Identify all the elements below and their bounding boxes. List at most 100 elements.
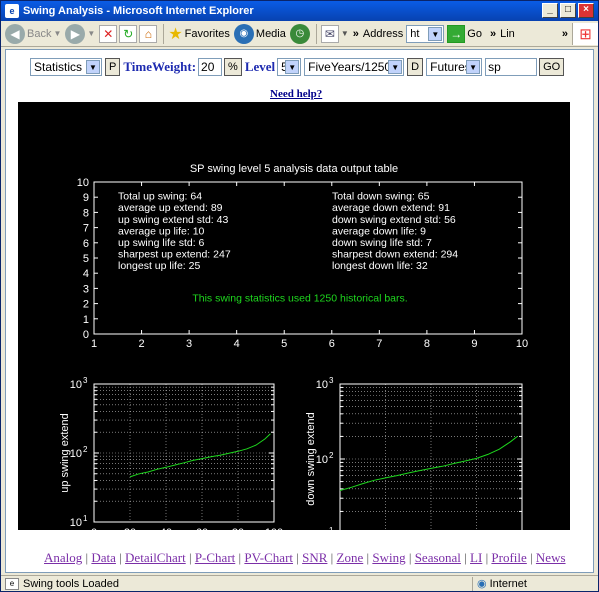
address-label: Address xyxy=(362,27,404,40)
window-title: Swing Analysis - Microsoft Internet Expl… xyxy=(23,5,254,17)
chevron-down-icon: ▼ xyxy=(285,60,300,74)
stat-up-line: longest up life: 25 xyxy=(118,260,200,272)
footer-link-snr[interactable]: SNR xyxy=(302,550,328,565)
need-help-link[interactable]: Need help? xyxy=(270,88,323,100)
mode-select[interactable]: Statistics ▼ xyxy=(30,58,102,76)
back-button[interactable]: ◀ Back ▼ xyxy=(5,23,61,44)
up-ytick-label: 10 xyxy=(70,517,82,529)
footer-link-li[interactable]: LI xyxy=(470,550,483,565)
up-ytick-label: 10 xyxy=(70,448,82,460)
minimize-button[interactable]: _ xyxy=(542,3,558,18)
table-xtick-label: 9 xyxy=(471,338,477,350)
footer-link-pv-chart[interactable]: PV-Chart xyxy=(244,550,294,565)
down-ytick-exponent: 3 xyxy=(329,376,334,385)
footer-link-data[interactable]: Data xyxy=(91,550,116,565)
footer-link-seasonal[interactable]: Seasonal xyxy=(414,550,461,565)
table-ytick-label: 7 xyxy=(83,223,89,235)
back-arrow-icon: ◀ xyxy=(5,23,25,44)
table-ytick-label: 1 xyxy=(83,314,89,326)
mail-button[interactable]: ✉ ▼ xyxy=(320,24,349,43)
toolbar-overflow-icon[interactable]: » xyxy=(561,27,568,40)
footer-link-swing[interactable]: Swing xyxy=(372,550,406,565)
up-ytick-label: 10 xyxy=(70,379,82,391)
address-field[interactable]: ht ▼ xyxy=(406,24,445,43)
table-xtick-label: 6 xyxy=(329,338,335,350)
chevron-down-icon: ▼ xyxy=(86,60,100,74)
analysis-chart: SP swing level 5 analysis data output ta… xyxy=(59,163,531,566)
market-select[interactable]: Futures ▼ xyxy=(426,58,483,76)
forward-arrow-icon: ▶ xyxy=(65,23,86,44)
star-icon: ★ xyxy=(168,25,183,43)
up-xtick-label: 80 xyxy=(232,527,244,530)
up-frame xyxy=(93,383,275,523)
footer-link-p-chart[interactable]: P-Chart xyxy=(194,550,236,565)
table-xtick-label: 10 xyxy=(516,338,528,350)
globe-icon: ◉ xyxy=(477,578,487,590)
symbol-input[interactable]: sp xyxy=(485,58,538,76)
percent-button[interactable]: % xyxy=(224,58,242,76)
browser-toolbar: ◀ Back ▼ ▶ ▼ ✕ ↻ ⌂ ★ Favorites ◉ Media ◷… xyxy=(1,21,598,47)
zone-indicator: ◉ Internet xyxy=(472,576,598,591)
stat-up-line: average up extend: 89 xyxy=(118,202,223,214)
globe-icon: ◉ xyxy=(233,23,254,44)
stat-down-line: Total down swing: 65 xyxy=(332,191,430,203)
table-ytick-label: 5 xyxy=(83,253,89,265)
footer-links: Analog | Data | DetailChart | P-Chart | … xyxy=(44,550,566,565)
links-label[interactable]: Lin xyxy=(500,27,515,40)
d-button[interactable]: D xyxy=(407,58,424,76)
footer-link-profile[interactable]: Profile xyxy=(491,550,527,565)
stat-up-line: Total up swing: 64 xyxy=(118,191,202,203)
home-icon[interactable]: ⌂ xyxy=(139,24,158,43)
up-ylabel: up swing extend xyxy=(59,413,71,493)
chevron-down-icon: ▼ xyxy=(87,29,96,38)
refresh-icon[interactable]: ↻ xyxy=(119,24,138,43)
up-ytick-exponent: 2 xyxy=(83,445,88,454)
forward-button[interactable]: ▶ ▼ xyxy=(65,23,96,44)
down-ytick-label: 10 xyxy=(316,379,328,391)
toolbar-overflow-icon[interactable]: » xyxy=(352,27,359,40)
history-icon[interactable]: ◷ xyxy=(289,23,310,44)
mail-icon: ✉ xyxy=(320,24,339,43)
stop-icon[interactable]: ✕ xyxy=(99,24,118,43)
level-select[interactable]: 5 ▼ xyxy=(277,58,302,76)
web-content: Statistics ▼ P TimeWeight: 20 % Level 5 … xyxy=(5,49,594,573)
close-button[interactable]: × xyxy=(578,3,594,18)
favorites-button[interactable]: ★ Favorites xyxy=(168,25,230,43)
up-ytick-exponent: 3 xyxy=(83,376,88,385)
chart-panel: SP swing level 5 analysis data output ta… xyxy=(18,102,570,566)
title-bar: e Swing Analysis - Microsoft Internet Ex… xyxy=(1,1,598,21)
footer-link-detailchart[interactable]: DetailChart xyxy=(125,550,186,565)
status-text: Swing tools Loaded xyxy=(23,577,120,590)
table-ytick-label: 9 xyxy=(83,192,89,204)
stat-down-line: longest down life: 32 xyxy=(332,260,428,272)
up-xtick-label: 20 xyxy=(124,527,136,530)
go-query-button[interactable]: GO xyxy=(539,58,565,76)
down-ytick-exponent: 2 xyxy=(329,451,334,460)
go-button[interactable]: → Go xyxy=(447,24,482,43)
up-xtick-label: 0 xyxy=(91,527,97,530)
stat-down-line: down swing extend std: 56 xyxy=(332,214,456,226)
query-controls: Statistics ▼ P TimeWeight: 20 % Level 5 … xyxy=(30,58,567,76)
p-button[interactable]: P xyxy=(105,58,121,76)
stat-down-line: down swing life std: 7 xyxy=(332,237,432,249)
stat-up-line: up swing life std: 6 xyxy=(118,237,205,249)
down-series-line xyxy=(339,436,518,491)
period-select[interactable]: FiveYears/1250 ▼ xyxy=(304,58,405,76)
stat-down-line: sharpest down extend: 294 xyxy=(332,248,458,260)
table-ytick-label: 6 xyxy=(83,238,89,250)
down-ytick-label: 10 xyxy=(316,454,328,466)
table-ytick-label: 4 xyxy=(83,268,89,280)
media-button[interactable]: ◉ Media xyxy=(233,23,286,44)
time-weight-input[interactable]: 20 xyxy=(198,58,223,76)
windows-logo-icon: ⊞ xyxy=(572,22,598,45)
table-xtick-label: 4 xyxy=(234,338,240,350)
footer-link-analog[interactable]: Analog xyxy=(44,550,83,565)
table-xtick-label: 1 xyxy=(91,338,97,350)
footer-link-zone[interactable]: Zone xyxy=(336,550,364,565)
footer-link-news[interactable]: News xyxy=(535,550,566,565)
down-ytick-exponent: 1 xyxy=(329,526,334,530)
maximize-button[interactable]: □ xyxy=(560,3,576,18)
toolbar-overflow-icon[interactable]: » xyxy=(489,27,497,40)
down-ytick-label: 10 xyxy=(316,529,328,530)
up-xtick-label: 60 xyxy=(196,527,208,530)
